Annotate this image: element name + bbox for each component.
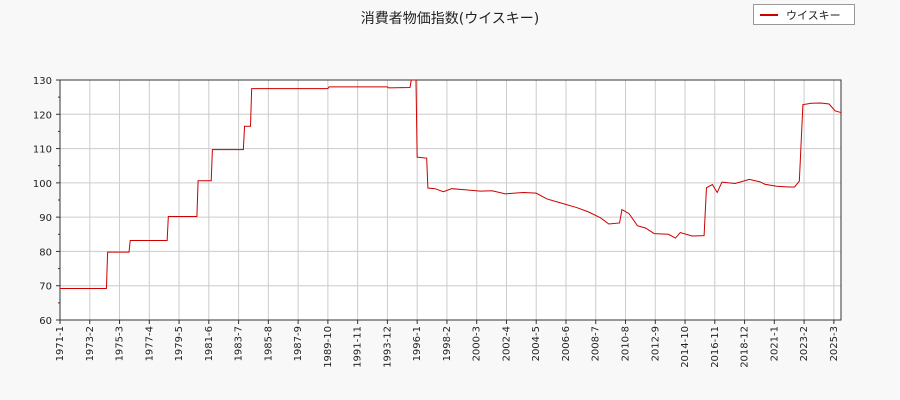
- plot-frame: [59, 79, 842, 321]
- x-tick-label: 1998-2: [442, 326, 453, 361]
- y-tick-label: 120: [33, 110, 52, 121]
- x-tick-label: 1985-8: [263, 326, 274, 361]
- x-tick-label: 2012-9: [650, 326, 661, 361]
- y-tick-label: 80: [39, 247, 52, 258]
- y-tick-label: 60: [39, 316, 52, 327]
- y-tick-label: 70: [39, 282, 52, 293]
- x-tick-label: 1989-10: [323, 326, 334, 368]
- y-tick-label: 130: [33, 76, 52, 87]
- x-tick-label: 2016-11: [710, 326, 721, 368]
- x-tick-label: 2002-4: [501, 326, 512, 361]
- x-tick-label: 1971-1: [55, 326, 66, 361]
- x-tick-label: 2008-7: [591, 326, 602, 361]
- x-tick-label: 1993-12: [382, 326, 393, 368]
- legend-label: ウイスキー: [786, 8, 841, 22]
- plot-area: [60, 80, 841, 320]
- x-tick-label: 2000-3: [472, 326, 483, 361]
- x-tick-label: 2010-8: [621, 326, 632, 361]
- x-tick-label: 1983-7: [234, 326, 245, 361]
- legend: ウイスキー: [753, 4, 855, 25]
- y-tick-label: 100: [33, 179, 52, 190]
- x-tick-label: 2006-6: [561, 326, 572, 361]
- legend-swatch: [760, 13, 778, 16]
- x-tick-label: 1975-3: [115, 326, 126, 361]
- x-tick-label: 1987-9: [293, 326, 304, 361]
- x-tick-label: 2014-10: [680, 326, 691, 368]
- chart-title: 消費者物価指数(ウイスキー): [360, 11, 540, 27]
- y-tick-label: 110: [33, 145, 52, 156]
- x-tick-label: 2018-12: [740, 326, 751, 368]
- x-tick-label: 1991-11: [353, 326, 364, 368]
- x-tick-label: 1979-5: [174, 326, 185, 361]
- series-line: [60, 79, 842, 289]
- x-tick-label: 1973-2: [85, 326, 96, 361]
- x-tick-label: 2021-1: [769, 326, 780, 361]
- x-tick-label: 2023-2: [799, 326, 810, 361]
- x-tick-label: 2025-3: [829, 326, 840, 361]
- x-tick-label: 1977-4: [144, 326, 155, 361]
- x-tick-label: 2004-5: [531, 326, 542, 361]
- y-tick-label: 90: [39, 213, 52, 224]
- x-tick-label: 1981-6: [204, 326, 215, 361]
- x-tick-label: 1996-1: [412, 326, 423, 361]
